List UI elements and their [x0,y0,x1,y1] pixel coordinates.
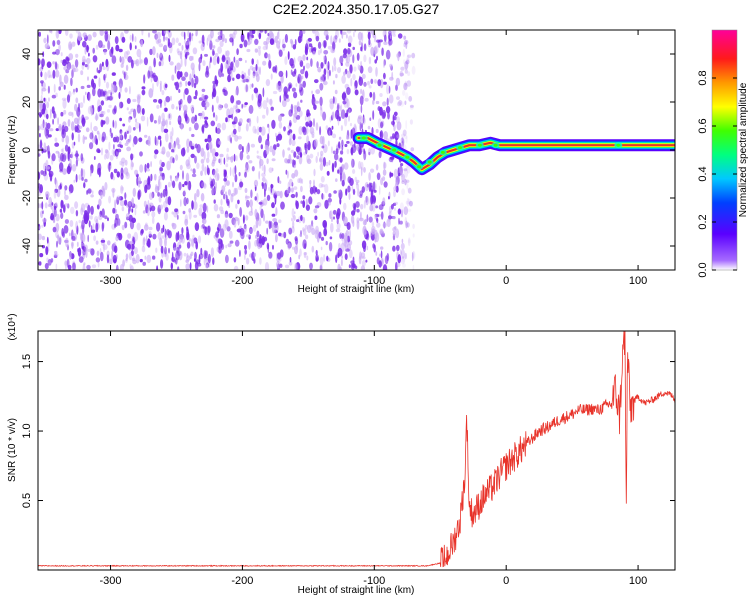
snr-y-scale-label: (x10⁴) [7,313,18,340]
snr-panel: -300 -200 -100 0 100 0.5 1.0 1.5 Height of str… [7,313,676,596]
snr-x-tick-label: -200 [231,575,253,587]
colorbar-tick-label: 0.0 [697,262,709,277]
colorbar-gradient [712,30,737,270]
spectrogram-x-tick-label: 100 [629,275,647,287]
spectrogram-ylabel: Frequency (Hz) [7,116,18,185]
spectrogram-x-tick-label: 0 [503,275,509,287]
spectrogram-x-tick-label: -100 [363,275,385,287]
snr-x-tick-label: 0 [503,575,509,587]
spectrogram-x-tick-label: -300 [100,275,122,287]
snr-series-line [38,331,675,568]
snr-x-tick-label: -100 [363,575,385,587]
spectrogram-noise [38,30,416,270]
spectrogram-y-tick-label: 40 [21,48,33,60]
colorbar-label: Normalized spectral amplitude [738,82,749,217]
snr-x-tick-label: 100 [629,575,647,587]
snr-y-tick-label: 1.5 [21,354,33,369]
spectrogram-x-tick-label: -200 [231,275,253,287]
colorbar-tick-label: 0.6 [697,118,709,133]
spectrogram-xlabel: Height of straight line (km) [298,284,415,295]
colorbar-tick-label: 0.4 [697,166,709,181]
spectrogram-y-tick-label: 0 [21,147,33,153]
chart-title: C2E2.2024.350.17.05.G27 [273,1,440,17]
snr-frame [37,330,676,571]
colorbar-tick-label: 0.8 [697,70,709,85]
snr-y-tick-label: 1.0 [21,423,33,438]
colorbar: 0.0 0.2 0.4 0.6 0.8 Normalized spectral ampl… [697,29,749,278]
colorbar-tick-label: 0.2 [697,214,709,229]
spectrogram-signal-track [352,132,675,176]
spectrogram-y-tick-label: -20 [21,190,33,206]
spectrogram-y-tick-label: -40 [21,238,33,254]
spectrogram-y-tick-label: 20 [21,96,33,108]
snr-xlabel: Height of straight line (km) [298,585,415,596]
colorbar-frame [711,29,738,271]
snr-y-tick-label: 0.5 [21,493,33,508]
snr-ylabel: SNR (10 * v/v) [7,418,18,482]
snr-x-tick-label: -300 [100,575,122,587]
